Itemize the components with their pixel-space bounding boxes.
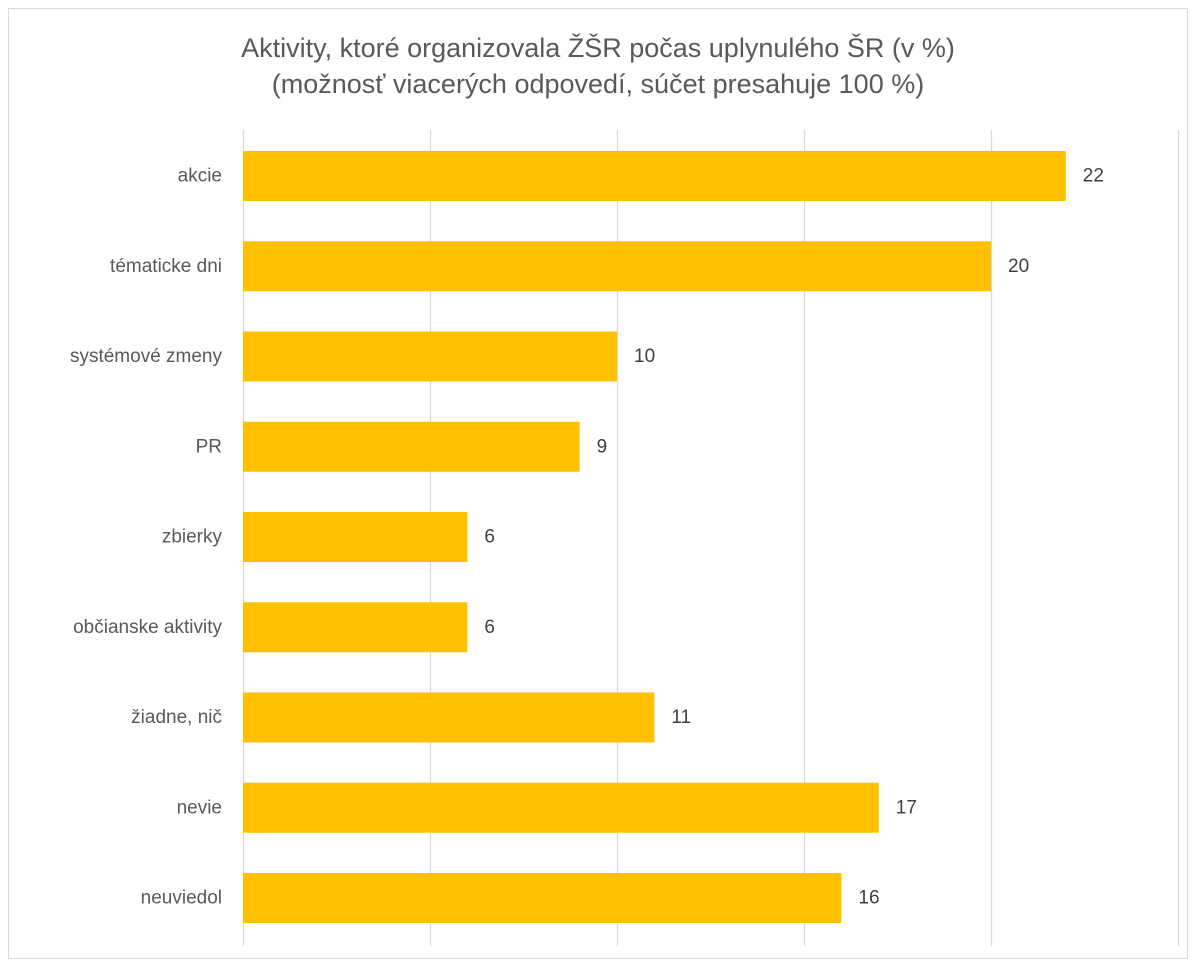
data-label-7: 17 [896, 797, 917, 818]
bar-0 [243, 151, 1066, 201]
category-label-5: občianske aktivity [73, 617, 222, 638]
bar-4 [243, 512, 468, 562]
category-label-8: neuviedol [141, 888, 222, 909]
data-label-8: 16 [858, 888, 879, 909]
data-label-2: 10 [634, 346, 655, 367]
chart-title: Aktivity, ktoré organizovala ŽŠR počas u… [0, 30, 1196, 102]
category-label-0: akcie [178, 166, 222, 187]
bar-6 [243, 692, 655, 743]
bar-8 [243, 873, 842, 923]
data-label-4: 6 [484, 527, 495, 548]
category-label-7: nevie [177, 797, 222, 818]
bar-1 [243, 241, 991, 292]
data-labels: 22 20 10 9 6 6 11 17 16 [484, 166, 1104, 909]
bar-2 [243, 331, 617, 382]
bar-3 [243, 421, 580, 472]
data-label-1: 20 [1008, 256, 1029, 277]
chart-title-line: Aktivity, ktoré organizovala ŽŠR počas u… [241, 33, 955, 63]
category-label-3: PR [196, 436, 222, 457]
data-label-0: 22 [1083, 166, 1104, 187]
category-label-4: zbierky [162, 527, 223, 548]
data-label-6: 11 [671, 707, 691, 728]
bar-5 [243, 602, 468, 653]
category-label-2: systémové zmeny [70, 346, 223, 367]
chart-subtitle-line: (možnosť viacerých odpovedí, súčet presa… [271, 69, 925, 99]
category-labels: akcie tématicke dni systémové zmeny PR zbier… [70, 166, 223, 909]
bar-7 [243, 782, 879, 833]
category-label-6: žiadne, nič [131, 707, 222, 728]
data-label-5: 6 [484, 617, 495, 638]
bars [243, 151, 1066, 923]
data-label-3: 9 [597, 436, 608, 457]
category-label-1: tématicke dni [110, 256, 222, 277]
